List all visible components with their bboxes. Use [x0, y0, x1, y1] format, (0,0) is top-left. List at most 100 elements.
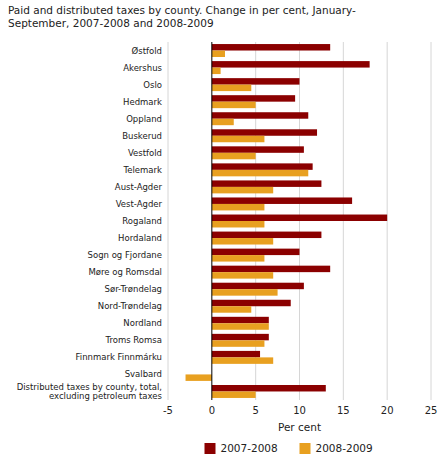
grid-line: [168, 42, 169, 400]
chart-container: Paid and distributed taxes by county. Ch…: [0, 0, 447, 470]
x-axis-label: Per cent: [278, 421, 321, 433]
category-label-line: Telemark: [123, 165, 163, 175]
bar: [212, 249, 300, 255]
bar: [212, 153, 256, 159]
bar: [212, 170, 308, 176]
bar: [212, 146, 304, 152]
zero-line: [211, 42, 212, 400]
bar: [212, 255, 265, 261]
category-label: Buskerud: [122, 131, 162, 141]
bar: [212, 119, 234, 125]
x-tick-label: 0: [209, 405, 215, 416]
chart: Paid and distributed taxes by county. Ch…: [0, 0, 447, 470]
grid: [168, 42, 431, 400]
category-label: Vest-Agder: [116, 199, 163, 209]
category-label: Svalbard: [125, 369, 162, 379]
bar: [212, 85, 251, 91]
category-label: Akershus: [123, 63, 162, 73]
title-line: Paid and distributed taxes by county. Ch…: [8, 4, 356, 16]
bar: [212, 351, 260, 357]
x-tick-label: -5: [163, 405, 173, 416]
bar: [212, 129, 317, 135]
bar: [212, 340, 265, 346]
bar: [212, 215, 387, 221]
bar: [212, 323, 269, 329]
bar: [212, 180, 322, 186]
category-label-line: Hedmark: [123, 97, 162, 107]
bar: [212, 61, 370, 67]
category-label: Hordaland: [118, 233, 162, 243]
category-label: Vestfold: [128, 148, 162, 158]
bar: [212, 357, 273, 363]
category-label-line: Akershus: [123, 63, 162, 73]
bar: [212, 391, 256, 397]
x-tick-label: 25: [425, 405, 438, 416]
bar: [212, 51, 225, 57]
category-label: Oppland: [126, 114, 162, 124]
x-tick-label: 10: [293, 405, 306, 416]
title: Paid and distributed taxes by county. Ch…: [8, 4, 356, 29]
category-label-line: Hordaland: [118, 233, 162, 243]
legend-label: 2008-2009: [316, 442, 373, 454]
x-tick-label: 15: [337, 405, 350, 416]
x-ticks: -5 0 5 10 15 20 25: [163, 405, 437, 416]
bar: [212, 44, 330, 50]
category-label-line: Vest-Agder: [116, 199, 163, 209]
category-label-line: Nordland: [123, 318, 162, 328]
legend-swatch: [300, 443, 311, 454]
bar: [212, 78, 300, 84]
category-label-line: Sør-Trøndelag: [105, 284, 162, 294]
category-label-line: Oslo: [143, 80, 162, 90]
bar: [212, 187, 273, 193]
category-label-line: excluding petroleum taxes: [49, 391, 163, 401]
grid-line: [431, 42, 432, 400]
category-label: Distributed taxes by county, total,exclu…: [17, 382, 163, 402]
bar: [186, 374, 212, 380]
category-label: Hedmark: [123, 97, 162, 107]
category-label-line: Rogaland: [122, 216, 162, 226]
bar: [212, 283, 304, 289]
bar: [212, 95, 295, 101]
category-label-line: Nord-Trøndelag: [98, 301, 162, 311]
category-label-line: Østfold: [132, 46, 162, 56]
bar: [212, 238, 273, 244]
category-label: Nordland: [123, 318, 162, 328]
title-line: September, 2007-2008 and 2008-2009: [8, 17, 214, 29]
x-tick-label: 20: [381, 405, 394, 416]
bar: [212, 68, 221, 74]
category-label: Sør-Trøndelag: [105, 284, 162, 294]
bar: [212, 317, 269, 323]
category-label: Møre og Romsdal: [89, 267, 162, 277]
bar: [212, 221, 265, 227]
bar: [212, 266, 330, 272]
bar: [212, 334, 269, 340]
category-label-line: Oppland: [126, 114, 162, 124]
bars: [186, 44, 388, 398]
x-tick-label: 5: [252, 405, 258, 416]
bar: [212, 272, 273, 278]
category-label: Rogaland: [122, 216, 162, 226]
bar: [212, 112, 308, 118]
bar: [212, 289, 278, 295]
legend-label: 2007-2008: [221, 442, 278, 454]
category-label: Telemark: [123, 165, 163, 175]
category-label-line: Sogn og Fjordane: [88, 250, 162, 260]
category-label-line: Troms Romsa: [104, 335, 162, 345]
category-label-line: Møre og Romsdal: [89, 267, 162, 277]
bar: [212, 102, 256, 108]
category-label-line: Vestfold: [128, 148, 162, 158]
bar: [212, 232, 322, 238]
category-label-line: Distributed taxes by county, total,: [17, 382, 162, 392]
bar: [212, 306, 251, 312]
bar: [212, 197, 352, 203]
category-label: Nord-Trøndelag: [98, 301, 162, 311]
category-label: Troms Romsa: [104, 335, 162, 345]
bar: [212, 163, 313, 169]
category-label-line: Buskerud: [122, 131, 162, 141]
category-label-line: Finnmark Finnmárku: [76, 352, 162, 362]
category-label: Sogn og Fjordane: [88, 250, 162, 260]
legend-swatch: [205, 443, 216, 454]
category-label-line: Svalbard: [125, 369, 162, 379]
category-label-line: Aust-Agder: [115, 182, 163, 192]
category-label: Østfold: [132, 46, 162, 56]
